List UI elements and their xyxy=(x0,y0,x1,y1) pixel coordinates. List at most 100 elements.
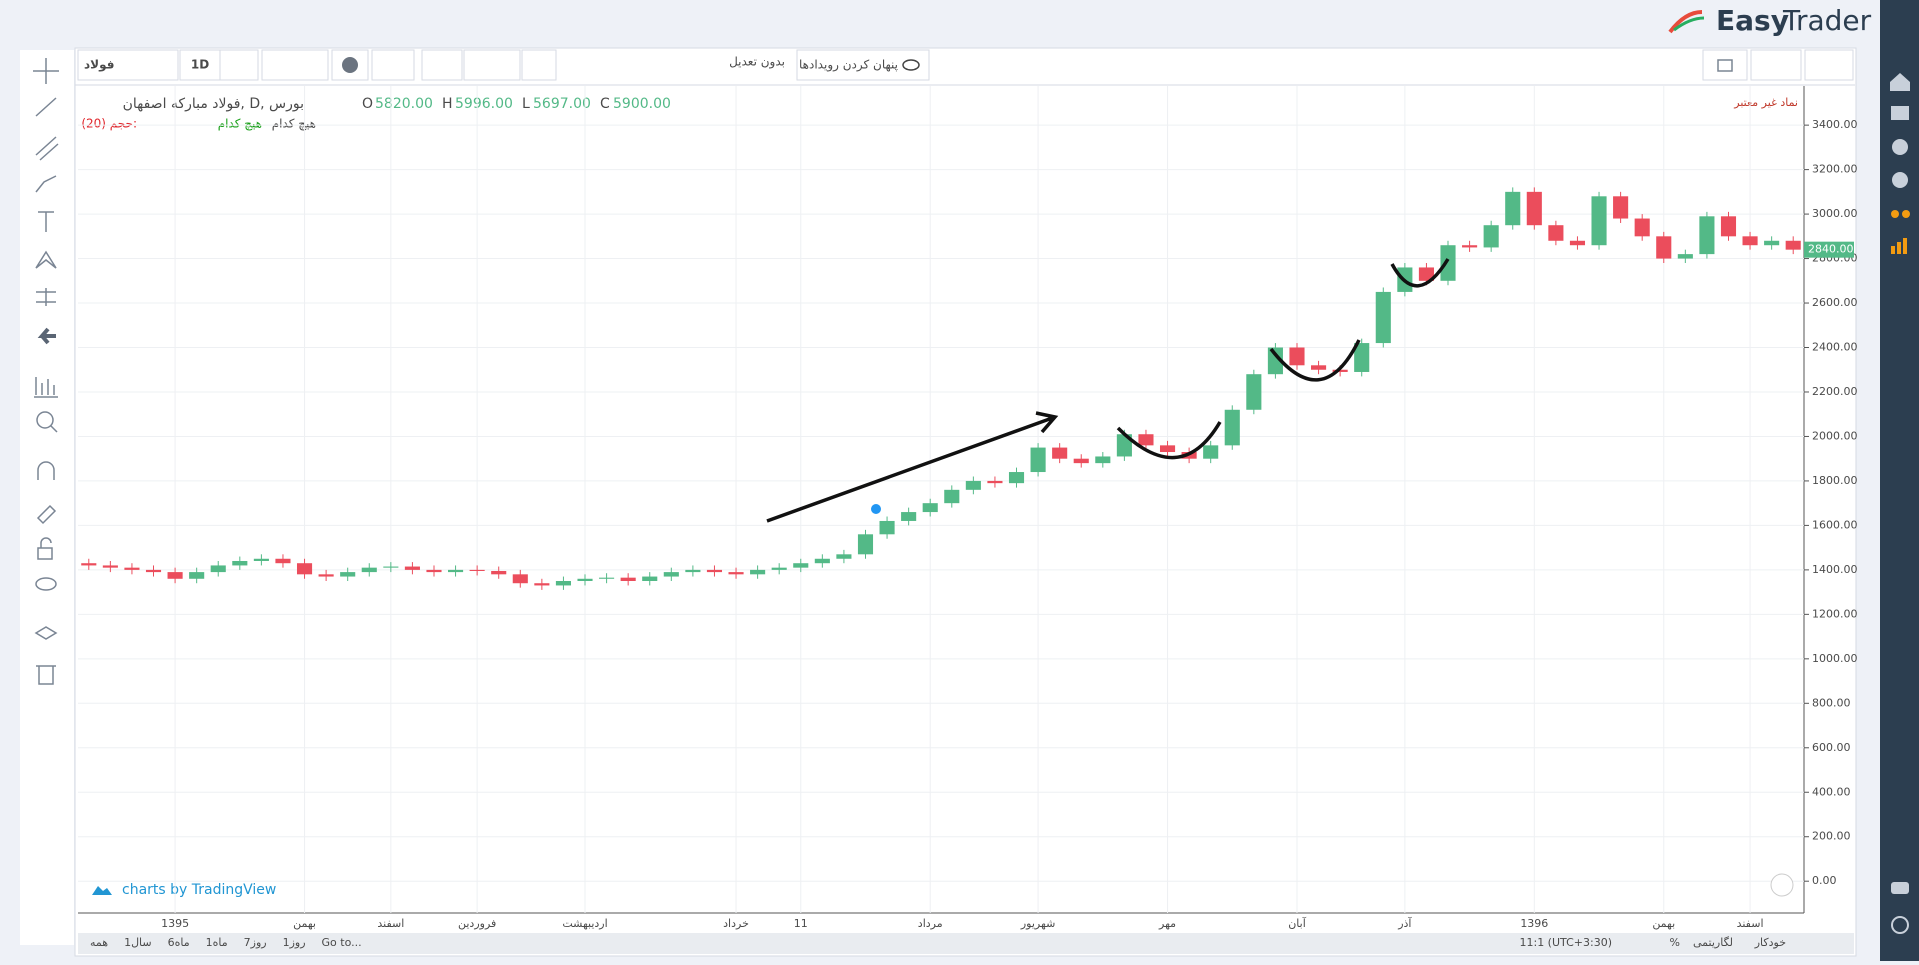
tool-icons xyxy=(33,58,59,685)
candle-body xyxy=(663,572,679,577)
candle-body xyxy=(1656,236,1672,259)
candle-body xyxy=(1720,216,1737,237)
legend-title: فولاد مبارکه اصفهان, D, بورس xyxy=(123,96,304,112)
legend-key: C xyxy=(600,96,610,112)
candle-body xyxy=(814,558,830,564)
legend-key: O xyxy=(362,96,373,112)
legend-key: L xyxy=(522,96,530,112)
timezone[interactable]: 11:1 (UTC+3:30) xyxy=(1519,936,1612,949)
brand: Trader xyxy=(1782,4,1872,37)
candle-body xyxy=(232,560,248,566)
candle-body xyxy=(491,570,507,575)
candle-body xyxy=(1095,456,1111,464)
candle-body xyxy=(1418,267,1434,281)
range-buttons[interactable]: همه 1سال 6ماه 1ماه 7روز 1روز Go to... xyxy=(90,936,362,949)
candle-body xyxy=(879,520,895,535)
candle-body xyxy=(1569,240,1586,246)
candle-body xyxy=(944,489,960,504)
candle-body xyxy=(1052,447,1068,459)
eye-icon xyxy=(902,59,920,71)
y-tick-label: 0.00 xyxy=(1812,874,1837,887)
sidebar xyxy=(1880,0,1919,961)
drawing-toolbar xyxy=(20,50,74,945)
indicator-none: هیچ کدام xyxy=(272,117,316,131)
indicator-none: هیچ کدام xyxy=(218,117,262,131)
y-tick-label: 1600.00 xyxy=(1812,518,1858,531)
candle-body xyxy=(1138,434,1154,446)
candle-body xyxy=(1375,291,1391,344)
credit[interactable]: charts by TradingView xyxy=(122,882,276,898)
candle-body xyxy=(1634,218,1650,237)
toolbar-buttons[interactable] xyxy=(219,49,1854,81)
candle-body xyxy=(1785,240,1801,250)
candle-body xyxy=(1591,196,1607,246)
x-tick-label: 11 xyxy=(794,917,808,930)
x-tick-label: اسفند xyxy=(377,917,404,930)
range-button[interactable]: 1ماه xyxy=(206,936,228,949)
candle-body xyxy=(1462,245,1478,248)
candle-body xyxy=(1224,409,1240,446)
candle-body xyxy=(383,566,399,568)
range-button[interactable]: 1روز xyxy=(283,936,306,949)
y-tick-label: 1200.00 xyxy=(1812,607,1858,620)
scroll-button[interactable] xyxy=(1770,873,1794,897)
candle-body xyxy=(124,567,140,570)
candle-body xyxy=(901,512,917,521)
candle-body xyxy=(793,563,809,568)
range-button[interactable]: همه xyxy=(90,936,108,949)
candle-body xyxy=(987,480,1003,484)
range-button[interactable]: Go to... xyxy=(322,936,362,949)
candle-body xyxy=(253,558,269,561)
candle-body xyxy=(512,574,528,584)
candle-body xyxy=(81,563,97,566)
range-button[interactable]: 1سال xyxy=(124,936,152,949)
candle-body xyxy=(836,554,852,559)
candle-body xyxy=(1311,365,1327,370)
x-tick-label: بهمن xyxy=(1652,917,1675,930)
candle-body xyxy=(167,572,183,579)
candle-body xyxy=(555,580,571,586)
candle-body xyxy=(102,565,118,568)
auto-toggle[interactable]: خودکار xyxy=(1754,936,1786,949)
range-button[interactable]: 7روز xyxy=(244,936,267,949)
last-price-badge xyxy=(1804,241,1854,258)
interval[interactable]: 1D xyxy=(191,58,209,72)
invalid-symbol: نماد غیر معتبر xyxy=(1733,96,1798,109)
hide-events-button[interactable] xyxy=(796,49,930,81)
adjust-label[interactable]: بدون تعدیل xyxy=(729,55,785,70)
y-tick-label: 3400.00 xyxy=(1812,118,1858,131)
candle-body xyxy=(1699,216,1715,255)
x-tick-label: مهر xyxy=(1158,917,1176,930)
candle-body xyxy=(1505,191,1521,226)
symbol-box[interactable] xyxy=(77,49,179,81)
range-button[interactable]: 6ماه xyxy=(168,936,190,949)
x-tick-label: شهریور xyxy=(1020,917,1055,930)
percent[interactable]: % xyxy=(1670,936,1680,949)
candle-body xyxy=(620,577,636,581)
candle-body xyxy=(1008,472,1025,484)
candle-body xyxy=(685,569,701,573)
candle-body xyxy=(771,567,787,570)
y-tick-label: 2000.00 xyxy=(1812,429,1858,442)
symbol[interactable]: فولاد xyxy=(84,58,114,73)
hide-events[interactable]: پنهان کردن رویدادها xyxy=(799,58,898,73)
x-tick-label: بهمن xyxy=(293,917,316,930)
candle-body xyxy=(1742,236,1758,246)
x-tick-label: فروردین xyxy=(458,917,496,930)
y-tick-label: 1000.00 xyxy=(1812,652,1858,665)
log-toggle[interactable]: لگاریتمی xyxy=(1693,936,1733,949)
candle-body xyxy=(210,565,226,573)
legend-key: H xyxy=(442,96,453,112)
candle-body xyxy=(1483,225,1499,248)
sidebar-icons[interactable] xyxy=(1890,73,1910,934)
marker[interactable] xyxy=(871,504,881,514)
candle-body xyxy=(1073,458,1089,464)
x-tick-label: اردیبهشت xyxy=(562,917,607,930)
candle-body xyxy=(750,569,766,575)
user-drawings[interactable] xyxy=(766,258,1450,523)
candle-body xyxy=(1677,254,1693,259)
candle-body xyxy=(642,576,658,581)
y-tick-label: 2200.00 xyxy=(1812,385,1858,398)
legend-value: 5697.00 xyxy=(533,96,591,112)
